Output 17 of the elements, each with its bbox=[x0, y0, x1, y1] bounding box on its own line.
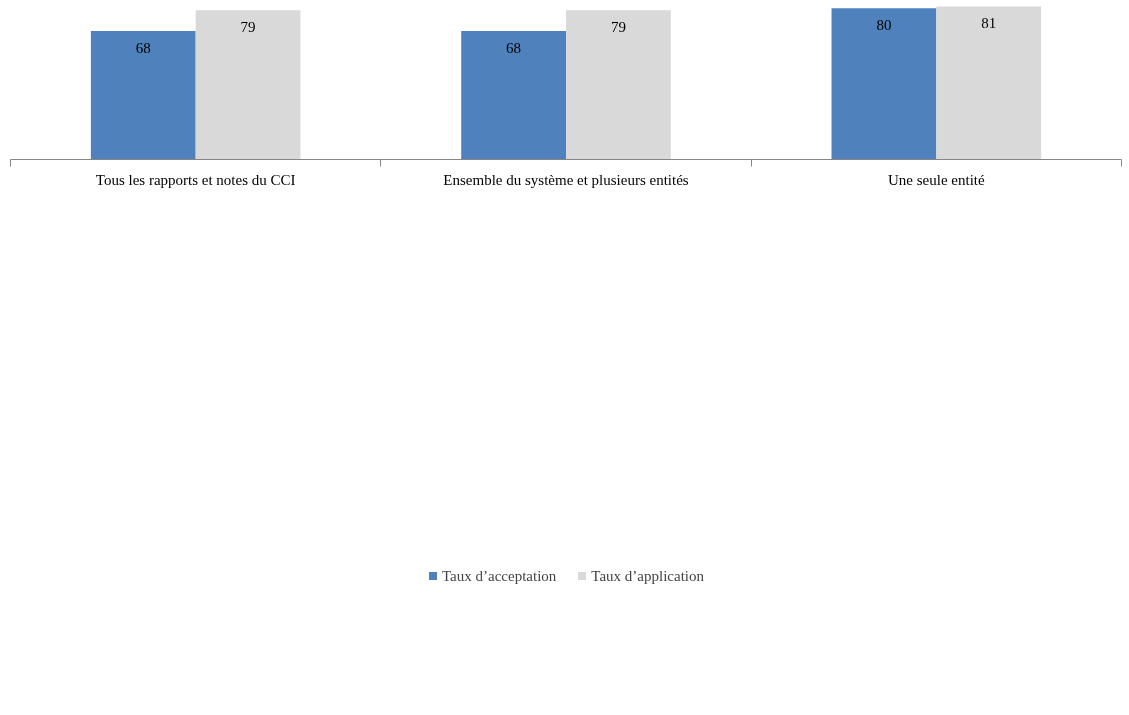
bar bbox=[195, 10, 301, 160]
bar bbox=[90, 30, 196, 160]
data-label: 68 bbox=[506, 39, 522, 56]
bar bbox=[566, 10, 671, 160]
bar bbox=[461, 30, 566, 160]
data-label: 68 bbox=[135, 39, 151, 56]
legend-label: Taux d’acceptation bbox=[442, 567, 557, 585]
bar bbox=[831, 8, 937, 160]
x-tick-label: Tous les rapports et notes du CCI bbox=[95, 171, 296, 188]
x-tick-label: Une seule entité bbox=[888, 171, 985, 188]
bar bbox=[936, 6, 1042, 160]
x-tick-label: Ensemble du système et plusieurs entités bbox=[443, 171, 689, 188]
data-label: 79 bbox=[240, 19, 256, 36]
data-label: 81 bbox=[981, 15, 997, 32]
data-label: 80 bbox=[876, 17, 892, 34]
data-label: 79 bbox=[610, 19, 626, 36]
legend-label: Taux d’application bbox=[591, 567, 704, 585]
